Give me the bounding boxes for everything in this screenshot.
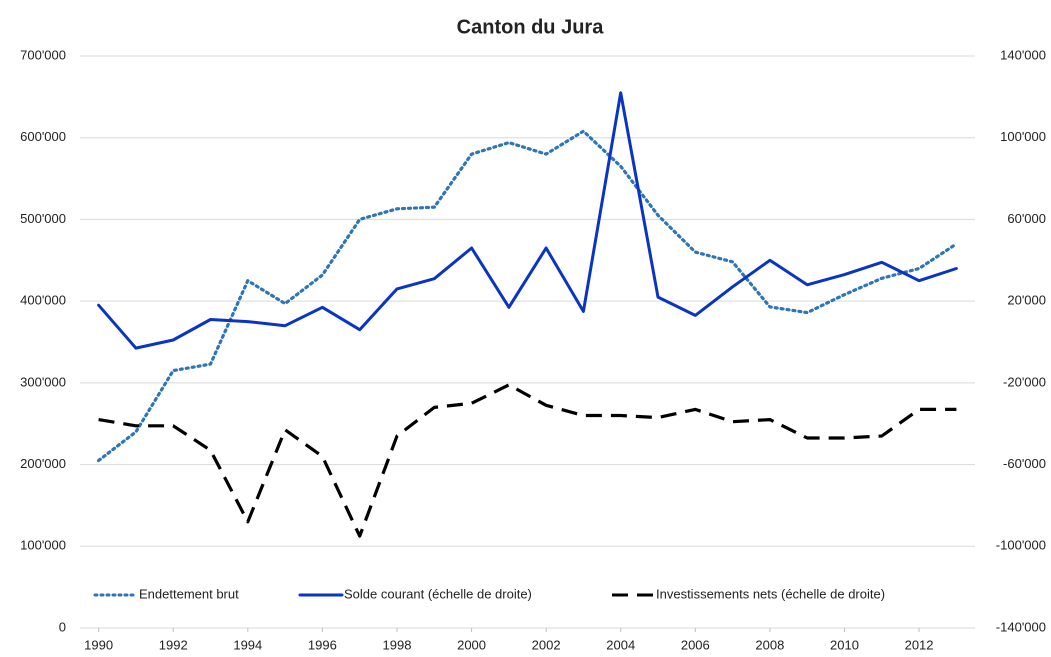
y2-tick-label: 60'000: [1007, 211, 1046, 226]
x-tick-label: 1996: [308, 637, 337, 652]
x-tick-label: 1992: [159, 637, 188, 652]
y-tick-label: 300'000: [20, 374, 66, 389]
y2-tick-label: 20'000: [1007, 293, 1046, 308]
y2-tick-label: -20'000: [1003, 374, 1046, 389]
x-tick-label: 1994: [233, 637, 262, 652]
x-tick-label: 2004: [606, 637, 635, 652]
x-tick-label: 2000: [457, 637, 486, 652]
y-tick-label: 600'000: [20, 129, 66, 144]
series-line: [97, 129, 958, 463]
y-tick-label: 500'000: [20, 211, 66, 226]
y-tick-label: 0: [59, 619, 66, 634]
chart-title: Canton du Jura: [457, 16, 605, 38]
x-tick-label: 2006: [681, 637, 710, 652]
series-line: [97, 91, 958, 350]
y-tick-label: 700'000: [20, 47, 66, 62]
series-line: [98, 383, 957, 538]
legend-label: Investissements nets (échelle de droite): [656, 586, 885, 601]
x-tick-label: 1998: [383, 637, 412, 652]
x-tick-label: 2012: [905, 637, 934, 652]
y-tick-label: 100'000: [20, 538, 66, 553]
y-tick-label: 400'000: [20, 293, 66, 308]
x-tick-label: 2008: [755, 637, 784, 652]
y2-tick-label: -140'000: [996, 619, 1046, 634]
y2-tick-label: 100'000: [1000, 129, 1046, 144]
y2-tick-label: 140'000: [1000, 47, 1046, 62]
x-tick-label: 2002: [532, 637, 561, 652]
y2-tick-label: -100'000: [996, 538, 1046, 553]
legend-label: Solde courant (échelle de droite): [344, 586, 532, 601]
legend-label: Endettement brut: [139, 586, 239, 601]
x-tick-label: 1990: [84, 637, 113, 652]
y2-tick-label: -60'000: [1003, 456, 1046, 471]
y-tick-label: 200'000: [20, 456, 66, 471]
x-tick-label: 2010: [830, 637, 859, 652]
